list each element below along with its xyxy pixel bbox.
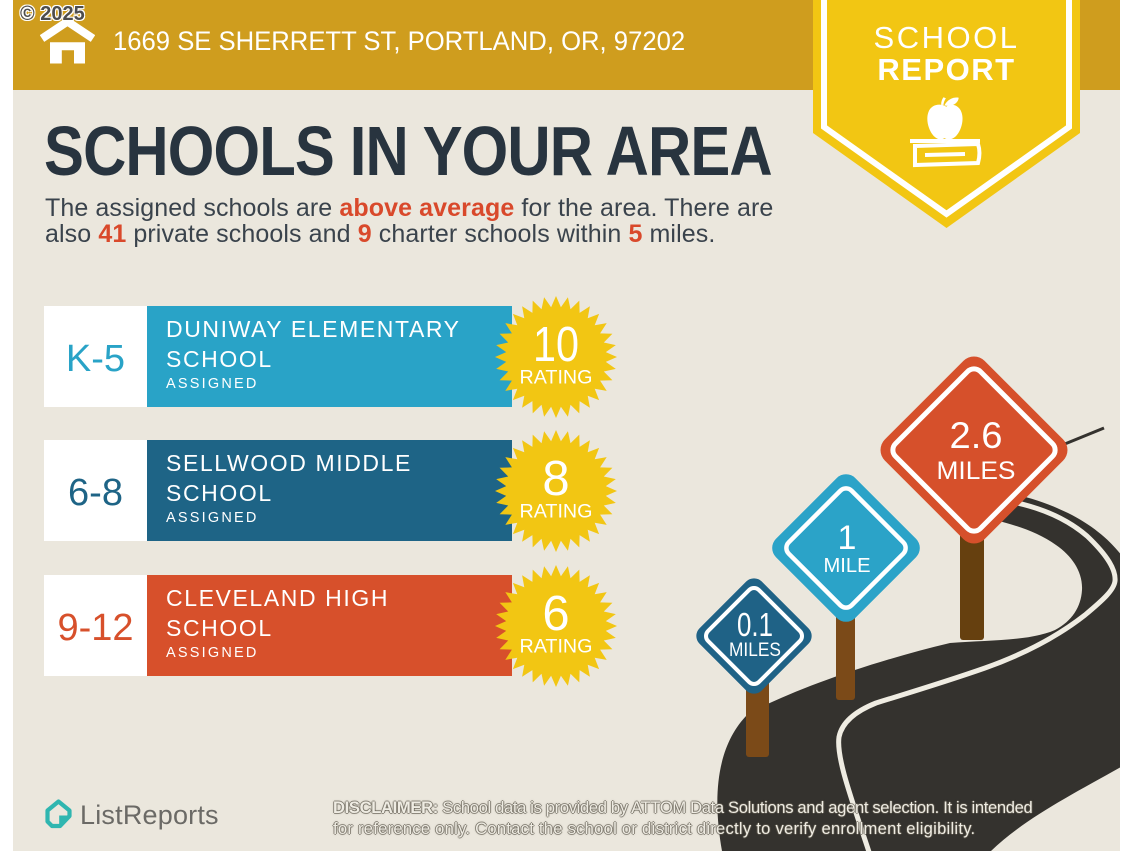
svg-text:RATING: RATING	[520, 636, 593, 658]
svg-text:10: 10	[533, 318, 579, 372]
svg-text:REPORT: REPORT	[877, 52, 1015, 87]
svg-text:RATING: RATING	[520, 501, 593, 523]
svg-text:6: 6	[542, 587, 569, 641]
svg-text:1: 1	[838, 519, 857, 557]
svg-text:8: 8	[542, 452, 569, 506]
svg-text:MILE: MILE	[824, 555, 871, 577]
svg-text:MILES: MILES	[729, 640, 781, 661]
svg-text:MILES: MILES	[937, 457, 1016, 485]
svg-text:2.6: 2.6	[950, 415, 1003, 456]
svg-text:RATING: RATING	[520, 367, 593, 389]
svg-text:SCHOOL: SCHOOL	[874, 20, 1020, 55]
svg-text:0.1: 0.1	[737, 606, 773, 643]
